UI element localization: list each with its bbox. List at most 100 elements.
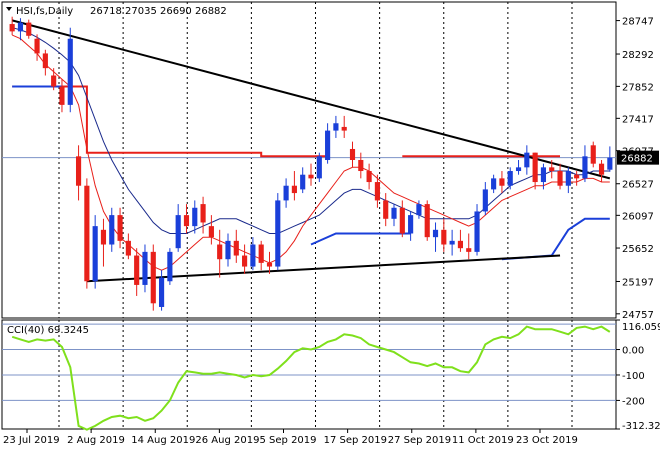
candle-body	[499, 178, 505, 186]
time-tick-label: 14 Aug 2019	[131, 435, 195, 446]
candle-body	[275, 200, 281, 267]
candle-body	[432, 229, 439, 238]
candle	[217, 229, 223, 278]
candle-body	[590, 145, 596, 164]
candle	[17, 18, 24, 41]
cci-level-lines	[2, 323, 616, 401]
candle-body	[557, 171, 563, 186]
cci-tick-label: 116.0594	[622, 322, 660, 333]
candle-body	[42, 53, 48, 69]
candle-body	[183, 215, 190, 227]
candle	[557, 163, 563, 190]
cci-pane: CCI(40) 69.3245	[1, 319, 617, 431]
candle-body	[391, 207, 397, 219]
price-tick-label: 26527	[622, 180, 654, 191]
candle	[266, 251, 273, 274]
candle	[607, 146, 613, 172]
candle	[349, 141, 356, 168]
candle-body	[358, 160, 364, 172]
candle	[208, 215, 214, 245]
cci-series-line	[11, 325, 611, 431]
candle-body	[200, 204, 206, 223]
candle-body	[75, 156, 82, 186]
candle-body	[540, 167, 547, 183]
candle	[109, 207, 115, 252]
candle-body	[258, 244, 264, 263]
candle	[42, 49, 48, 76]
candle	[457, 229, 463, 252]
candle-body	[250, 244, 256, 267]
candle-body	[59, 86, 65, 105]
candle-body	[482, 189, 488, 212]
candle-body	[565, 171, 571, 186]
candle-body	[233, 240, 239, 256]
candle-body	[341, 126, 347, 131]
candle-body	[26, 22, 32, 36]
candle	[333, 115, 339, 138]
price-tick-label: 28747	[622, 17, 654, 28]
candle-body	[192, 207, 198, 227]
candle-body	[383, 200, 389, 219]
candle	[399, 200, 405, 238]
candle	[441, 218, 447, 252]
candle-body	[117, 215, 123, 241]
candle-body	[308, 174, 314, 179]
cci-grid	[58, 320, 573, 429]
candle	[374, 174, 380, 208]
price-tick-label: 27852	[622, 82, 654, 93]
candle	[515, 160, 522, 175]
ohlc-readout: 26718 27035 26690 26882	[90, 6, 227, 17]
candle-body	[208, 226, 214, 238]
candle	[242, 244, 248, 274]
candle-body	[549, 167, 555, 172]
candle	[51, 68, 57, 91]
candle	[300, 167, 306, 194]
candle	[598, 160, 605, 183]
candle-body	[34, 38, 40, 54]
candle-body	[17, 22, 24, 32]
time-tick-label: 2 Aug 2019	[67, 435, 125, 446]
candle-body	[466, 248, 472, 252]
candle	[358, 152, 364, 179]
price-pane: HSI,fs,Daily 26718 27035 26690 26882	[1, 1, 617, 319]
candle	[159, 270, 165, 311]
cci-tick-label: 0.00	[622, 346, 644, 357]
candle	[341, 115, 347, 138]
candle	[466, 233, 472, 260]
candle-body	[175, 215, 181, 249]
candle-body	[399, 207, 405, 234]
candle	[183, 204, 190, 234]
candle-body	[167, 251, 173, 282]
candle	[391, 204, 397, 227]
candle-body	[474, 211, 480, 252]
resistance-band	[12, 85, 328, 158]
candle	[482, 182, 488, 216]
candle-body	[491, 178, 497, 190]
candle-body	[134, 255, 140, 285]
candle-body	[300, 174, 306, 190]
time-tick-label: 26 Aug 2019	[195, 435, 259, 446]
candle-body	[225, 240, 231, 260]
candle-body	[349, 148, 356, 160]
candle	[499, 171, 505, 194]
candle	[316, 152, 322, 183]
candle	[150, 244, 156, 311]
candle	[134, 248, 140, 296]
cci-line	[11, 325, 611, 431]
cci-label: CCI(40) 69.3245	[7, 325, 89, 336]
candle-body	[100, 229, 107, 245]
chart-header: HSI,fs,Daily 26718 27035 26690 26882	[6, 6, 227, 17]
current-price-tag	[617, 150, 659, 165]
candle-body	[325, 130, 331, 160]
collapse-triangle-icon[interactable]	[6, 7, 12, 11]
candle	[540, 163, 547, 190]
time-tick-label: 17 Sep 2019	[324, 435, 387, 446]
candle	[117, 207, 123, 249]
candle	[565, 167, 571, 194]
candle-body	[316, 156, 322, 179]
symbol-label: HSI,fs,Daily	[16, 6, 73, 17]
candle-body	[598, 163, 605, 175]
price-tick-label: 28292	[622, 50, 654, 61]
candle	[424, 200, 430, 241]
